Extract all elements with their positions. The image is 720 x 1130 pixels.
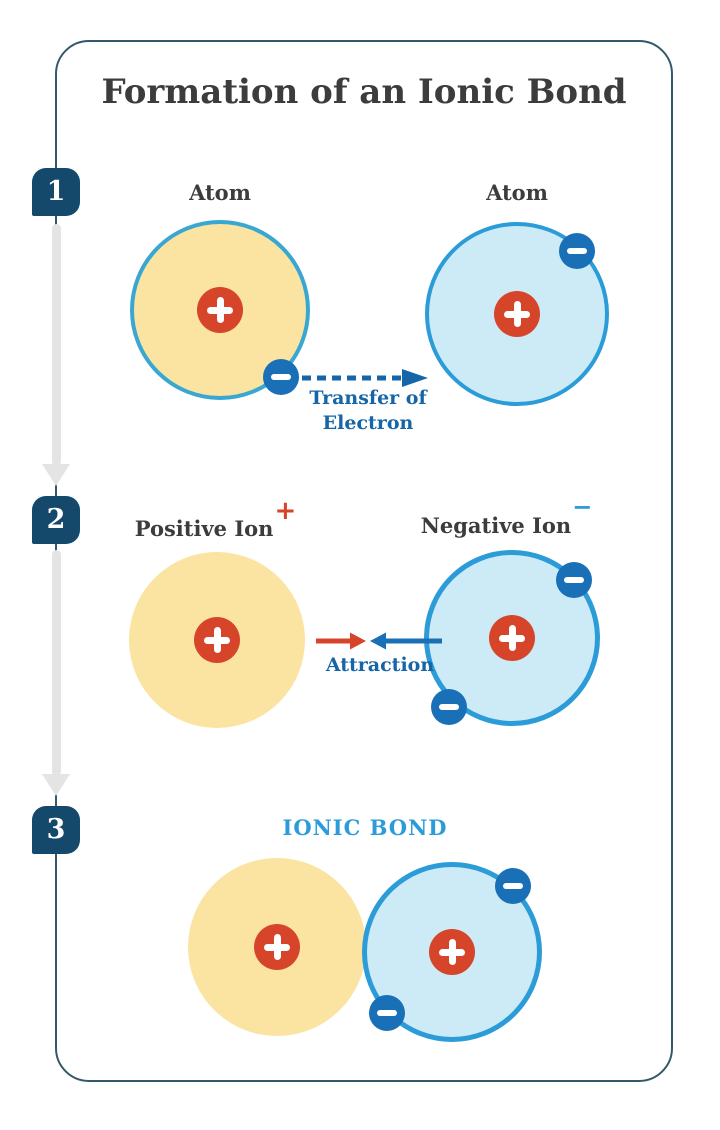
positive-ion-step3 [188, 858, 366, 1036]
attraction-arrow-blue-icon [370, 632, 386, 650]
plus-icon [438, 938, 466, 966]
plus-superscript: + [274, 496, 297, 526]
nucleus [489, 615, 535, 661]
minus-icon [567, 248, 587, 254]
nucleus [494, 291, 540, 337]
page-title: Formation of an Ionic Bond [101, 72, 627, 112]
minus-superscript: − [572, 493, 593, 521]
electron [431, 689, 467, 725]
step-connector-line-2 [52, 550, 61, 776]
step-connector-arrowhead-2-icon [42, 774, 70, 796]
card-frame [55, 40, 673, 1082]
plus-icon [206, 296, 234, 324]
step-connector-arrowhead-1-icon [42, 464, 70, 486]
attraction-label: Attraction [325, 654, 435, 676]
minus-icon [503, 883, 523, 889]
electron [559, 233, 595, 269]
ionic-bond-label: IONIC BOND [282, 815, 448, 840]
positive-ion-step2 [129, 552, 305, 728]
positive-ion-text: Positive Ion [134, 516, 274, 541]
plus-icon [263, 933, 291, 961]
minus-icon [271, 374, 291, 380]
nucleus [429, 929, 475, 975]
negative-ion-text: Negative Ion [420, 513, 572, 538]
attraction-arrows-icon [316, 632, 442, 650]
transfer-arrow-icon [302, 369, 428, 387]
negative-ion-label: Negative Ion− [406, 493, 606, 538]
nucleus [254, 924, 300, 970]
electron [495, 868, 531, 904]
step-badge-2: 2 [32, 496, 80, 544]
step-connector-line-1 [52, 224, 61, 466]
step-badge-1: 1 [32, 168, 80, 216]
atom-label-left: Atom [189, 180, 251, 205]
yellow-atom-step1 [130, 220, 310, 400]
negative-ion-step2 [424, 550, 600, 726]
plus-icon [203, 626, 231, 654]
electron [263, 359, 299, 395]
step-badge-3: 3 [32, 806, 80, 854]
blue-atom-step1 [425, 222, 609, 406]
plus-icon [498, 624, 526, 652]
plus-icon [503, 300, 531, 328]
minus-icon [377, 1010, 397, 1016]
electron [369, 995, 405, 1031]
electron [556, 562, 592, 598]
negative-ion-step3 [362, 862, 542, 1042]
atom-label-right: Atom [486, 180, 548, 205]
positive-ion-label: Positive Ion+ [115, 496, 315, 541]
minus-icon [564, 577, 584, 583]
minus-icon [439, 704, 459, 710]
transfer-label: Transfer of Electron [309, 387, 427, 434]
nucleus [197, 287, 243, 333]
nucleus [194, 617, 240, 663]
